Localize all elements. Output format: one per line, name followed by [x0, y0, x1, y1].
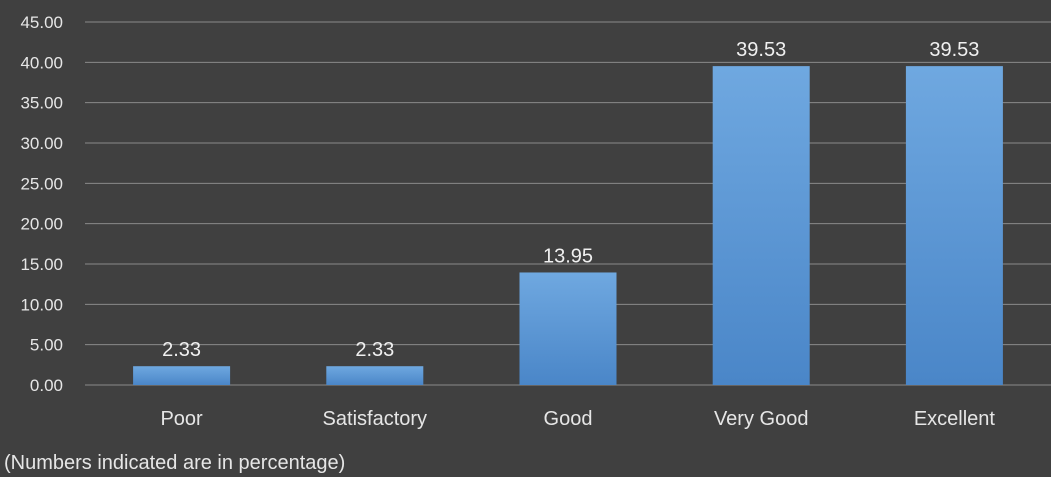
category-label: Good [544, 408, 593, 430]
y-tick-label: 15.00 [20, 255, 63, 274]
bar-excellent [905, 66, 1003, 385]
gridlines [85, 21, 1051, 386]
bar-good [519, 272, 617, 385]
y-tick-label: 30.00 [20, 134, 63, 153]
category-label: Excellent [914, 408, 996, 430]
y-tick-label: 10.00 [20, 295, 63, 314]
bar-satisfactory [326, 366, 424, 385]
data-label: 39.53 [929, 39, 979, 61]
y-tick-label: 25.00 [20, 174, 63, 193]
y-tick-label: 35.00 [20, 94, 63, 113]
y-tick-label: 5.00 [30, 336, 63, 355]
category-label: Very Good [714, 408, 809, 430]
category-label: Satisfactory [323, 408, 427, 430]
x-axis-categories: Poor Satisfactory Good Very Good Excellent [160, 408, 995, 430]
category-label: Poor [160, 408, 203, 430]
bar-very-good [712, 66, 810, 385]
data-label: 39.53 [736, 39, 786, 61]
y-axis-ticks: 0.00 5.00 10.00 15.00 20.00 25.00 30.00 35.00 40… [20, 13, 63, 395]
data-labels: 2.33 2.33 13.95 39.53 39.53 [162, 39, 979, 361]
data-label: 2.33 [355, 339, 394, 361]
data-label: 2.33 [162, 339, 201, 361]
y-tick-label: 20.00 [20, 215, 63, 234]
data-label: 13.95 [543, 245, 593, 267]
bars [133, 66, 1003, 385]
y-tick-label: 40.00 [20, 53, 63, 72]
y-tick-label: 0.00 [30, 376, 63, 395]
bar-poor [133, 366, 231, 385]
footnote: (Numbers indicated are in percentage) [4, 452, 346, 474]
y-tick-label: 45.00 [20, 13, 63, 32]
